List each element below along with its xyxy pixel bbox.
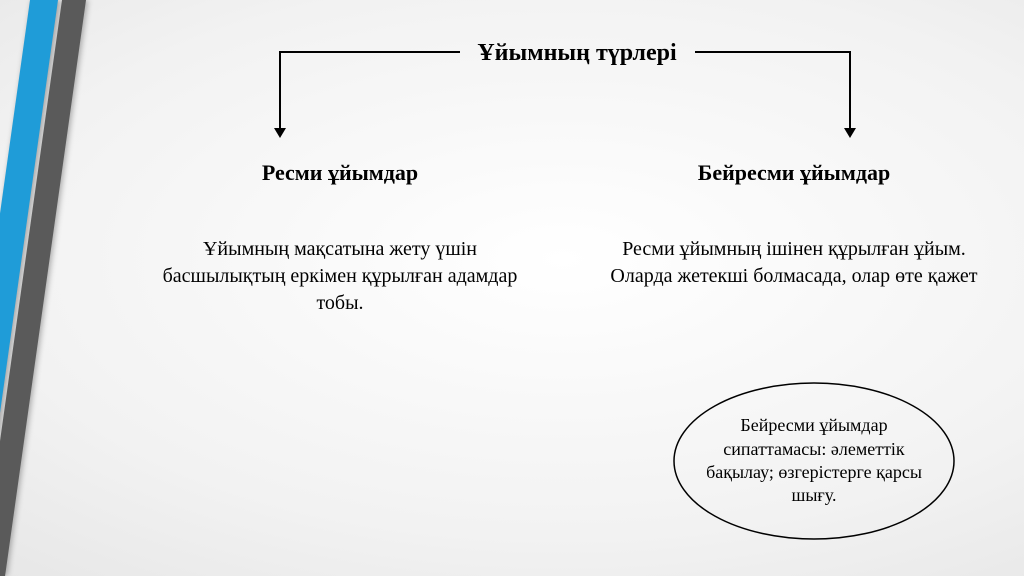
branch-left-body: Ұйымның мақсатына жету үшін басшылықтың … [150,236,530,317]
diagram-content: Ұйымның түрлері Ресми ұйымдар Ұйымның ма… [130,0,1024,576]
branch-right-heading: Бейресми ұйымдар [604,160,984,186]
branch-left-heading: Ресми ұйымдар [150,160,530,186]
branch-right-body: Ресми ұйымның ішінен құрылған ұйым. Олар… [604,236,984,290]
diagram-title: Ұйымның түрлері [477,40,676,67]
ellipse-callout: Бейресми ұйымдар сипаттамасы: әлеметтік … [664,376,964,546]
branch-right: Бейресми ұйымдар Ресми ұйымның ішінен құ… [604,160,984,290]
branch-left: Ресми ұйымдар Ұйымның мақсатына жету үші… [150,160,530,317]
ellipse-text: Бейресми ұйымдар сипаттамасы: әлеметтік … [664,376,964,546]
